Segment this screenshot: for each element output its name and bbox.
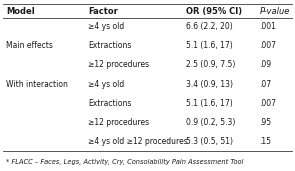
Text: * FLACC – Faces, Legs, Activity, Cry, Consolability Pain Assessment Tool: * FLACC – Faces, Legs, Activity, Cry, Co… <box>6 159 243 165</box>
Text: .007: .007 <box>260 41 277 50</box>
Text: 3.4 (0.9, 13): 3.4 (0.9, 13) <box>186 80 233 89</box>
Text: P-value: P-value <box>260 7 290 16</box>
Text: ≥4 ys old: ≥4 ys old <box>88 22 125 31</box>
Text: Extractions: Extractions <box>88 41 132 50</box>
Text: .007: .007 <box>260 99 277 108</box>
Text: 5.1 (1.6, 17): 5.1 (1.6, 17) <box>186 99 232 108</box>
Text: 6.6 (2.2, 20): 6.6 (2.2, 20) <box>186 22 232 31</box>
Text: .001: .001 <box>260 22 276 31</box>
Text: .95: .95 <box>260 118 272 127</box>
Text: 2.5 (0.9, 7.5): 2.5 (0.9, 7.5) <box>186 60 235 69</box>
Text: ≥4 ys old: ≥4 ys old <box>88 80 125 89</box>
Text: .07: .07 <box>260 80 272 89</box>
Text: OR (95% CI): OR (95% CI) <box>186 7 242 16</box>
Text: Extractions: Extractions <box>88 99 132 108</box>
Text: ≥12 procedures: ≥12 procedures <box>88 118 150 127</box>
Text: ≥4 ys old ≥12 procedures: ≥4 ys old ≥12 procedures <box>88 137 188 146</box>
Text: Factor: Factor <box>88 7 118 16</box>
Text: With interaction: With interaction <box>6 80 68 89</box>
Text: 5.1 (1.6, 17): 5.1 (1.6, 17) <box>186 41 232 50</box>
Text: .09: .09 <box>260 60 272 69</box>
Text: 0.9 (0.2, 5.3): 0.9 (0.2, 5.3) <box>186 118 235 127</box>
Text: Main effects: Main effects <box>6 41 53 50</box>
Text: .15: .15 <box>260 137 272 146</box>
Text: ≥12 procedures: ≥12 procedures <box>88 60 150 69</box>
Text: 5.3 (0.5, 51): 5.3 (0.5, 51) <box>186 137 233 146</box>
Text: Model: Model <box>6 7 35 16</box>
